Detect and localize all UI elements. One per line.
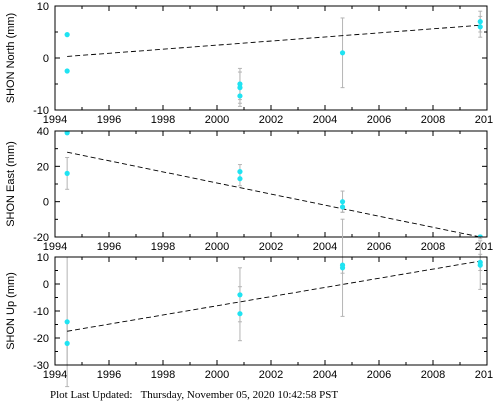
x-tick-label: 2002 [259,241,283,253]
y-tick-label: 40 [37,126,49,138]
y-tick-label: 0 [43,279,49,291]
plot-frame [54,256,488,366]
y-tick-label: -30 [33,360,49,372]
data-points [64,19,483,99]
y-tick-label: 10 [37,1,49,13]
x-tick-label: 2002 [259,114,283,126]
data-point [339,50,346,56]
footer-timestamp: Thursday, November 05, 2020 10:42:58 PST [140,389,339,401]
footer-prefix: Plot Last Updated: [50,389,133,401]
y-axis-title: SHON East (mm) [5,141,17,227]
x-tick-label: 2000 [205,369,229,381]
x-tick-label: 2004 [313,114,337,126]
y-tick-label: -10 [33,105,49,117]
x-tick-label: 2000 [205,114,229,126]
plot-frame [54,130,488,238]
data-point [477,262,483,268]
data-point [237,311,243,317]
data-point [64,340,70,346]
x-tick-label: 2008 [421,114,445,126]
x-tick-label: 2006 [367,241,391,253]
y-tick-label: -20 [33,232,49,244]
x-tick-label: 2006 [367,369,391,381]
plot-frame [54,5,488,111]
data-point [64,68,70,74]
data-point [237,176,243,182]
data-point [339,199,346,205]
data-points [64,259,483,346]
x-tick-label: 1994 [43,114,67,126]
data-points [64,131,483,237]
x-tick-label: 2002 [259,369,283,381]
trend-line [67,260,481,332]
data-point [477,19,483,25]
x-tick-label: 2004 [313,369,337,381]
y-tick-label: -10 [33,306,49,318]
x-tick-label: 2008 [421,369,445,381]
data-point [64,319,70,325]
data-point [237,292,243,298]
x-tick-label: 2004 [313,241,337,253]
x-tick-label: 1998 [151,114,175,126]
x-tick-label: 2000 [205,241,229,253]
data-point [237,93,243,99]
data-point [339,204,346,210]
data-point [237,81,243,87]
x-tick-label: 1996 [97,114,121,126]
x-tick-label: 1998 [151,369,175,381]
x-tick-label: 1996 [97,369,121,381]
x-tick-label: 2008 [421,241,445,253]
y-tick-label: 0 [43,197,49,209]
trend-line [67,24,481,57]
y-tick-label: 10 [37,252,49,264]
y-tick-label: 20 [37,161,49,173]
x-tick-label: 2006 [367,114,391,126]
data-point [64,131,70,136]
y-tick-label: -20 [33,333,49,345]
data-point [477,234,483,237]
data-point [237,85,243,91]
y-axis-title: SHON Up (mm) [5,272,17,350]
data-point [339,265,346,271]
x-tick-label: 1994 [43,241,67,253]
data-point [64,31,70,38]
x-tick-label: 1994 [43,369,67,381]
x-tick-label: 1998 [151,241,175,253]
trend-line [67,151,481,238]
data-point [64,170,70,176]
data-point [237,169,243,175]
y-tick-label: 0 [43,53,49,65]
x-tick-label: 1996 [97,241,121,253]
data-point [477,24,483,30]
plot-updated-footer: Plot Last Updated: Thursday, November 05… [50,389,338,401]
y-axis-title: SHON North (mm) [5,13,17,103]
